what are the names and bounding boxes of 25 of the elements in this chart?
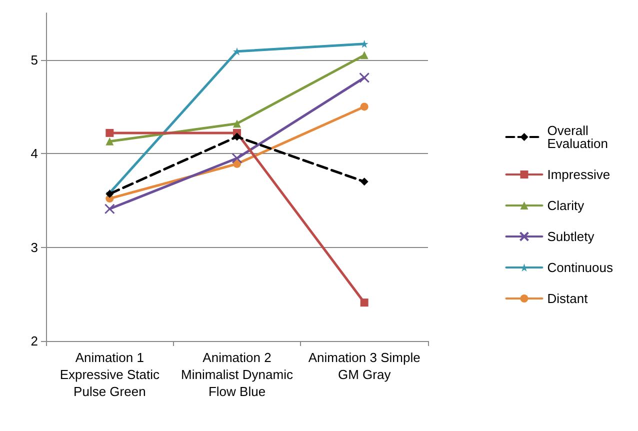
point (106, 137, 114, 146)
legend-label: Continuous (547, 260, 614, 275)
legend-label: Clarity (547, 198, 585, 213)
point (360, 298, 368, 307)
point (233, 160, 241, 168)
legend-label: Distant (547, 291, 588, 306)
point (360, 102, 368, 111)
point (359, 72, 370, 83)
point (233, 120, 241, 128)
point (106, 128, 114, 137)
legend-label: Impressive (547, 167, 610, 182)
legend-label: Subtlety (547, 229, 595, 244)
y-tick-label: 5 (30, 52, 38, 68)
point (360, 51, 368, 60)
point (233, 132, 241, 141)
point (232, 153, 242, 164)
point (360, 178, 368, 186)
legend-label: Overall Evaluation (547, 123, 608, 151)
y-tick-label: 2 (30, 334, 38, 348)
x-tick-label: Animation 3 Simple GM Gray (308, 350, 420, 382)
point (104, 204, 115, 214)
x-tick-label: Animation 1 Expressive Static Pulse Green (60, 350, 160, 399)
y-tick-label: 4 (30, 146, 38, 162)
x-tick-label: Animation 2 Minimalist Dynamic Flow Blue (181, 350, 294, 399)
y-tick-label: 3 (30, 240, 38, 255)
